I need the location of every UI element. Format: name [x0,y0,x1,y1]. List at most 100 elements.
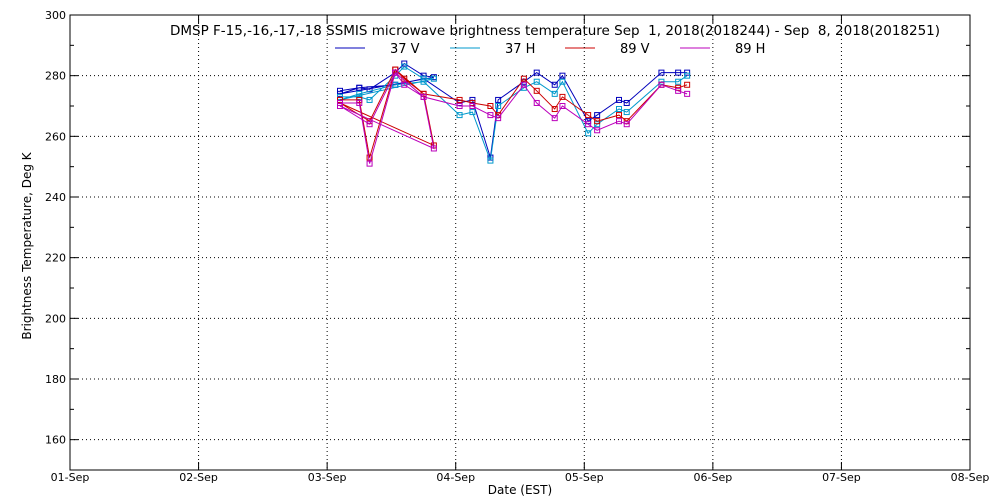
x-tick-label: 02-Sep [179,471,218,484]
x-axis-title: Date (EST) [488,483,552,497]
data-point-37-h [585,130,592,137]
data-point-89-h [356,99,363,106]
legend: 37 V 37 H 89 V 89 H [335,42,765,57]
data-point-89-h [401,81,408,88]
legend-label-89-h: 89 H [735,42,765,57]
x-tick-label: 06-Sep [694,471,733,484]
data-point-89-h [684,90,691,97]
data-point-89-h [420,93,427,100]
series-line-89-h [339,71,688,164]
y-tick-label: 280 [45,70,66,83]
series-line-37-v [339,62,688,158]
y-tick-label: 240 [45,191,66,204]
data-point-89-h [430,145,437,152]
data-point-37-h [456,112,463,119]
legend-label-37-v: 37 V [390,42,420,57]
data-point-89-h [487,112,494,119]
data-point-89-h [337,99,343,106]
y-tick-label: 180 [45,373,66,386]
data-point-89-h [520,81,527,88]
data-point-89-v [559,93,566,100]
legend-item-37-h: 37 H [450,42,535,57]
data-point-89-h [658,81,665,88]
data-point-37-h [533,78,540,85]
data-point-89-v [366,154,373,161]
data-point-37-h [366,96,373,103]
data-point-37-h [356,90,363,97]
data-point-37-v [623,99,630,106]
data-point-89-h [495,115,502,122]
y-tick-label: 300 [45,9,66,22]
data-point-89-v [487,103,494,109]
data-point-37-h [684,72,691,79]
data-point-37-v [551,81,558,88]
data-point-89-h [337,103,343,109]
data-point-89-h [623,121,630,128]
grid [70,15,970,470]
data-point-89-h [616,118,622,125]
data-point-37-v [469,96,476,103]
chart-title: DMSP F-15,-16,-17,-18 SSMIS microwave br… [170,23,940,39]
y-tick-label: 200 [45,312,66,325]
y-tick-label: 160 [45,434,66,447]
data-point-89-v [684,81,691,88]
data-point-37-v [356,84,363,91]
data-point-37-v [495,96,502,103]
data-point-89-h [594,127,601,134]
data-point-89-v [469,99,476,106]
data-point-89-h [392,69,399,76]
series-37-v [337,60,691,161]
legend-item-89-v: 89 V [565,42,650,57]
data-point-89-h [456,103,463,109]
data-point-37-v [456,99,463,106]
data-point-37-h [616,106,622,113]
data-point-37-h [392,81,399,88]
data-point-37-h [487,157,494,164]
data-point-89-v [585,112,592,119]
data-point-89-v [356,96,363,103]
x-tick-label: 04-Sep [436,471,475,484]
data-point-89-v [594,118,601,125]
x-tick-label: 01-Sep [51,471,90,484]
ticks: 01-Sep 02-Sep 03-Sep 04-Sep 05-Sep 06-Sep 07-S… [45,9,989,484]
data-point-37-v [594,112,601,119]
data-point-89-h [469,103,476,109]
data-point-37-h [420,75,427,82]
data-point-89-v [616,112,622,119]
data-point-89-h [366,121,373,128]
data-point-89-v [337,96,343,103]
y-axis-title: Brightness Temperature, Deg K [20,151,34,339]
data-point-37-h [623,109,630,116]
series-line-89-v [339,68,688,158]
x-tick-label: 05-Sep [565,471,604,484]
y-tick-label: 260 [45,130,66,143]
data-point-37-v [559,72,566,79]
x-tick-label: 07-Sep [822,471,861,484]
data-point-37-h [495,103,502,109]
data-point-37-h [420,78,427,85]
data-point-37-v [337,87,343,94]
data-point-37-h [469,109,476,116]
data-point-37-v [675,69,682,76]
data-point-89-h [533,99,540,106]
legend-label-37-h: 37 H [505,42,535,57]
series-layer [337,60,691,167]
data-point-37-h [675,78,682,85]
legend-label-89-v: 89 V [620,42,650,57]
y-tick-label: 220 [45,252,66,265]
x-tick-label: 08-Sep [951,471,990,484]
legend-item-37-v: 37 V [335,42,420,57]
series-89-h [337,69,691,167]
data-point-37-v [533,69,540,76]
data-point-37-v [658,69,665,76]
data-point-37-v [684,69,691,76]
data-point-37-h [658,78,665,85]
data-point-37-h [551,90,558,97]
data-point-89-h [366,160,373,167]
data-point-89-h [551,115,558,122]
data-point-37-v [337,90,343,97]
data-point-89-h [559,103,566,109]
data-point-89-v [533,87,540,94]
x-tick-label: 03-Sep [308,471,347,484]
